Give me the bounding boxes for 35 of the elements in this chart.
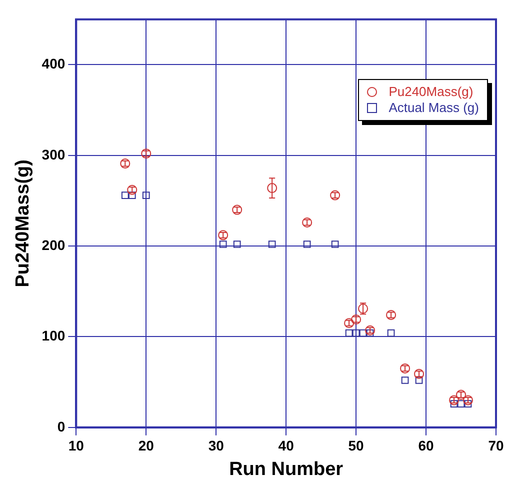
point — [352, 329, 360, 337]
y-tick-label: 200 — [42, 236, 66, 253]
x-tick-label: 30 — [208, 438, 224, 454]
legend-label: Pu240Mass(g) — [388, 84, 474, 100]
x-tick-label: 20 — [138, 438, 154, 454]
point — [457, 400, 465, 408]
point — [366, 329, 374, 337]
x-tick-label: 50 — [348, 438, 364, 454]
x-tick-label: 10 — [68, 438, 84, 454]
point — [121, 192, 129, 199]
point — [387, 329, 395, 337]
point — [233, 240, 241, 248]
legend-label: Actual Mass (g) — [388, 100, 479, 116]
x-tick-label: 40 — [278, 438, 294, 454]
point — [359, 329, 367, 337]
x-tick-label: 70 — [488, 438, 504, 454]
point — [303, 240, 311, 248]
y-axis-title: Pu240Mass(g) — [12, 160, 34, 288]
point — [450, 400, 458, 408]
point — [142, 192, 150, 199]
point — [219, 240, 227, 248]
point — [415, 376, 423, 384]
point — [401, 376, 409, 384]
point — [267, 183, 278, 194]
x-axis-title: Run Number — [229, 458, 344, 480]
y-tick-label: 300 — [42, 146, 66, 162]
point — [464, 400, 472, 408]
y-tick-label: 0 — [57, 418, 66, 434]
point — [268, 240, 276, 248]
y-tick-label: 100 — [42, 328, 66, 344]
point — [128, 192, 136, 199]
point — [331, 240, 339, 248]
x-tick-label: 60 — [418, 438, 434, 454]
y-tick-label: 400 — [42, 56, 66, 72]
point — [345, 329, 353, 337]
